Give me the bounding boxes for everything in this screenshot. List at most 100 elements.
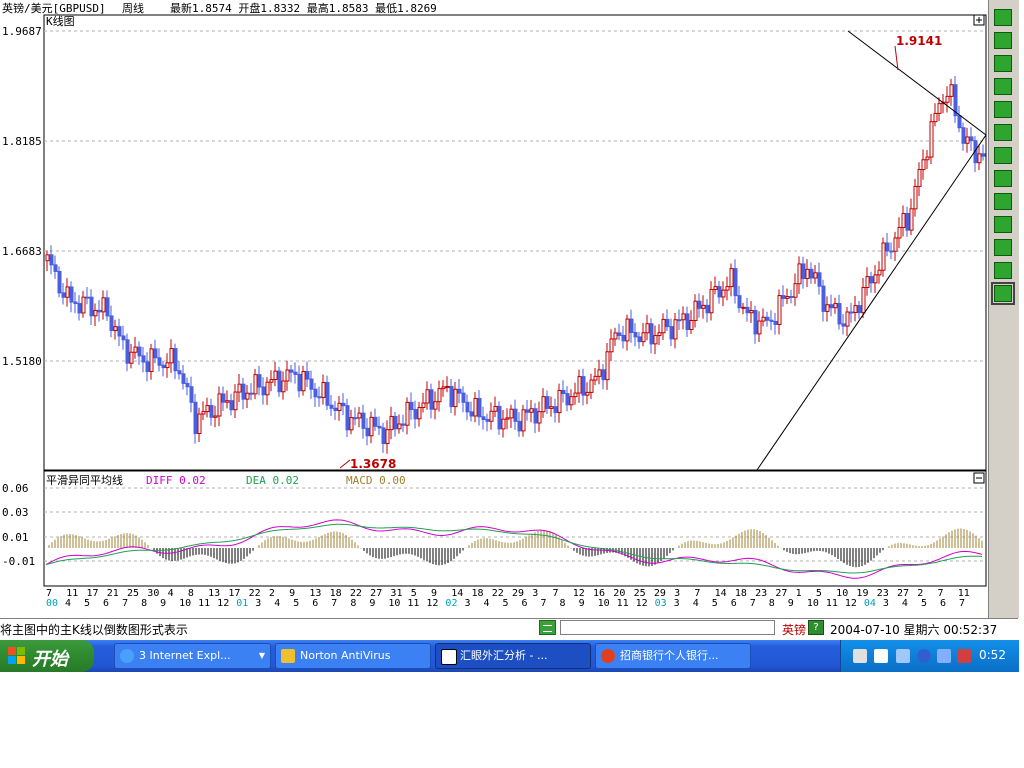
grid-tool-icon[interactable] <box>994 170 1012 187</box>
fib-tool-icon[interactable] <box>994 216 1012 233</box>
x-tick-label: 10 <box>807 598 819 609</box>
arrow-tool-icon[interactable] <box>994 101 1012 118</box>
plus-box-icon <box>976 17 982 23</box>
x-tick-label: 8 <box>769 598 775 609</box>
candle-body <box>661 318 666 334</box>
candle-body <box>89 296 94 317</box>
chart-canvas[interactable]: 英镑/美元[GBPUSD] 周线 最新1.8574 开盘1.8332 最高1.858… <box>0 0 988 618</box>
candle-body <box>609 338 614 353</box>
candle-body <box>901 213 906 228</box>
candle-body <box>529 408 534 413</box>
gann-tool-icon[interactable] <box>994 193 1012 210</box>
candle-body <box>329 404 334 409</box>
task-norton[interactable]: Norton AntiVirus <box>275 643 431 669</box>
question-icon[interactable]: ? <box>808 620 824 635</box>
shield-icon[interactable] <box>957 649 971 663</box>
x-tick-label: 4 <box>902 598 908 609</box>
task-cmb-bank[interactable]: 招商银行个人银行... <box>595 643 751 669</box>
fan-tool-icon[interactable] <box>994 147 1012 164</box>
candle-body <box>245 392 250 400</box>
candle-body <box>97 309 102 313</box>
candle-body <box>429 389 434 410</box>
candle-body <box>389 415 394 431</box>
keyboard-icon[interactable] <box>853 649 867 663</box>
ray-tool-icon[interactable] <box>994 78 1012 95</box>
candle-body <box>49 254 54 266</box>
x-tick-label: 7 <box>959 598 965 609</box>
text-tool-icon[interactable] <box>994 32 1012 49</box>
candle-body <box>181 373 186 384</box>
candle-body <box>145 361 150 373</box>
candle-body <box>633 331 638 338</box>
candle-body <box>497 405 502 430</box>
candle-body <box>641 332 646 343</box>
norton-icon <box>281 649 295 663</box>
candle-body <box>117 326 122 337</box>
candle-body <box>785 296 790 299</box>
clock: 0:52 <box>979 648 1006 662</box>
candle-body <box>257 374 262 388</box>
candle-body <box>185 382 190 388</box>
cursor-tool-icon[interactable] <box>994 9 1012 26</box>
x-tick-label: 4 <box>274 598 280 609</box>
back-icon[interactable] <box>917 649 931 663</box>
task-fx-analysis[interactable]: 汇眼外汇分析 - ... <box>435 643 591 669</box>
network-icon[interactable] <box>896 649 910 663</box>
x-tick-label: 6 <box>940 598 946 609</box>
period-tool-icon[interactable] <box>994 239 1012 256</box>
start-button[interactable]: 开始 <box>0 640 94 672</box>
candle-body <box>933 112 938 123</box>
candle-body <box>521 409 526 432</box>
x-tick-label: 29 <box>512 588 524 599</box>
candle-body <box>557 389 562 414</box>
high-marker-line <box>894 45 899 71</box>
x-tick-label: 01 <box>236 598 248 609</box>
x-tick-label: 3 <box>532 588 538 599</box>
candle-body <box>821 285 826 312</box>
candle-body <box>665 318 670 328</box>
candle-body <box>621 334 626 342</box>
candle-body <box>233 391 238 411</box>
candle-body <box>313 388 318 398</box>
candle-body <box>797 263 802 285</box>
x-tick-label: 3 <box>255 598 261 609</box>
x-tick-label: 27 <box>370 588 382 599</box>
candle-body <box>533 408 538 424</box>
x-tick-label: 12 <box>573 588 585 599</box>
status-toggle-button[interactable] <box>539 620 556 635</box>
candle-body <box>765 316 770 321</box>
candle-body <box>237 383 242 393</box>
x-tick-label: 3 <box>883 598 889 609</box>
x-tick-label: 12 <box>636 598 648 609</box>
x-tick-label: 11 <box>407 598 419 609</box>
x-tick-label: 10 <box>598 598 610 609</box>
delete-tool-icon[interactable] <box>991 282 1015 305</box>
x-tick-label: 9 <box>431 588 437 599</box>
channel-tool-icon[interactable] <box>994 124 1012 141</box>
candle-body <box>757 320 762 335</box>
candle-body <box>61 292 66 298</box>
candle-body <box>409 401 414 411</box>
help-icon[interactable] <box>874 649 888 663</box>
app-window: 英镑/美元[GBPUSD] 周线 最新1.8574 开盘1.8332 最高1.858… <box>0 0 1019 672</box>
candle-body <box>673 319 678 340</box>
chart-labels: 英镑/美元[GBPUSD] 周线 最新1.8574 开盘1.8332 最高1.858… <box>2 1 985 609</box>
rect-tool-icon[interactable] <box>994 262 1012 279</box>
monitor-icon[interactable] <box>937 649 951 663</box>
task-internet-explorer[interactable]: 3 Internet Expl... ▼ <box>114 643 271 669</box>
candle-body <box>961 127 966 144</box>
symbol-title: 英镑/美元[GBPUSD] <box>2 1 106 15</box>
candle-body <box>333 407 338 411</box>
price-tick-label: 1.8185 <box>2 135 42 148</box>
low-marker-label: 1.3678 <box>350 457 396 471</box>
candle-body <box>913 185 918 210</box>
candle-body <box>769 319 774 322</box>
candle-body <box>857 305 862 314</box>
x-tick-label: 4 <box>483 598 489 609</box>
x-tick-label: 14 <box>451 588 463 599</box>
line-tool-icon[interactable] <box>994 55 1012 72</box>
price-tick-label: 1.5180 <box>2 355 42 368</box>
x-tick-label: 6 <box>522 598 528 609</box>
candle-body <box>201 411 206 415</box>
x-tick-label: 11 <box>198 598 210 609</box>
